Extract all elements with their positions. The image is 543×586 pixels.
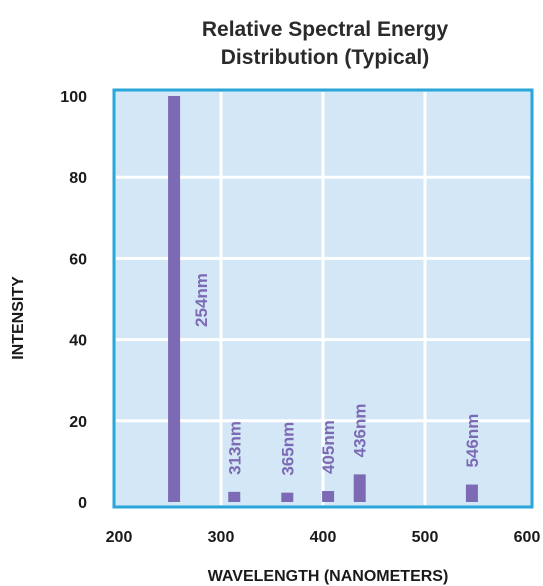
x-tick-label: 600 (514, 529, 541, 546)
x-tick-label: 200 (106, 529, 133, 546)
bar-label: 546nm (463, 414, 482, 468)
y-tick-label: 20 (69, 414, 87, 431)
bar-label: 254nm (192, 273, 211, 327)
y-tick-label: 80 (69, 170, 87, 187)
bar (322, 491, 335, 502)
chart-title-line-2: Distribution (Typical) (221, 46, 429, 69)
bar (168, 96, 181, 502)
y-tick-label: 60 (69, 251, 87, 268)
x-tick-label: 400 (310, 529, 337, 546)
chart-title-line-1: Relative Spectral Energy (202, 18, 449, 41)
plot-area: 0 20 40 60 80 100 200 300 400 500 600 254nm 313nm 365… (60, 88, 541, 546)
y-tick-label: 40 (69, 333, 87, 350)
bar (228, 491, 241, 502)
y-axis-label: INTENSITY (10, 276, 27, 360)
bar-label: 313nm (225, 421, 244, 475)
bar (281, 492, 294, 502)
bar-label: 365nm (278, 422, 297, 476)
y-tick-label: 0 (78, 495, 87, 512)
x-axis-label: WAVELENGTH (NANOMETERS) (208, 568, 449, 585)
bar-label: 436nm (351, 404, 370, 458)
bar (353, 474, 366, 502)
bar (465, 484, 478, 502)
bar-label: 405nm (319, 420, 338, 474)
x-tick-label: 300 (208, 529, 235, 546)
y-tick-label: 100 (60, 89, 87, 106)
x-tick-label: 500 (412, 529, 439, 546)
